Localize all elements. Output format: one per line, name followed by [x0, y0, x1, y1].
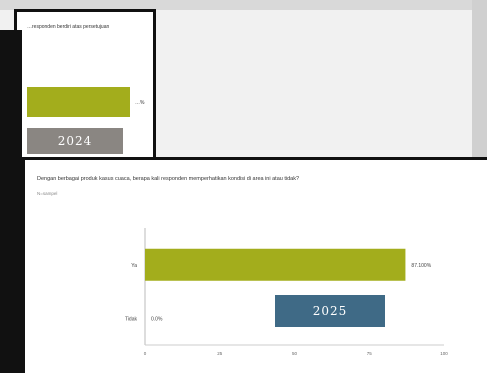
right-strip: [472, 0, 487, 160]
back-chart-panel: …responden berdiri atas persetujuan …% 2…: [14, 9, 156, 179]
x-tick-label: 25: [217, 351, 223, 356]
back-chart-title: …responden berdiri atas persetujuan: [27, 24, 110, 30]
bar-value-label: 0.0%: [151, 316, 163, 322]
front-year-badge: 2025: [275, 295, 385, 327]
front-chart-panel: Dengan berbagai produk kasus cuaca, bera…: [22, 157, 487, 373]
top-bar: [0, 0, 487, 10]
x-tick-label: 50: [292, 351, 298, 356]
bar-chart: Ya 87.100% Tidak 0.0% 0 25 50 75 100: [125, 228, 448, 356]
category-label: Ya: [131, 263, 137, 269]
back-chart-bar: [27, 87, 130, 117]
x-tick-label: 0: [144, 351, 147, 356]
chart-subtitle: N=sampel: [37, 191, 58, 196]
back-chart-bar-label: …%: [135, 100, 145, 106]
bar: [145, 248, 406, 281]
x-tick-label: 100: [440, 351, 448, 356]
left-border: [0, 30, 22, 373]
x-tick-label: 75: [367, 351, 373, 356]
category-label: Tidak: [125, 316, 138, 322]
back-year-badge: 2024: [27, 128, 123, 154]
chart-title: Dengan berbagai produk kasus cuaca, bera…: [37, 176, 300, 182]
bar-value-label: 87.100%: [411, 263, 431, 269]
